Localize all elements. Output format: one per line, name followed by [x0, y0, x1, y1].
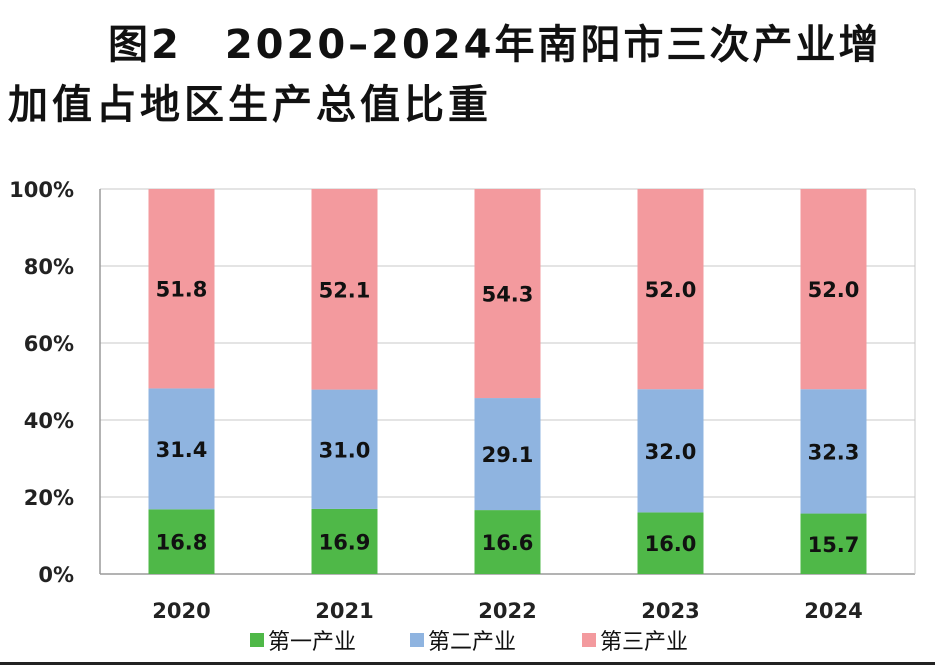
- bar-segment: [311, 508, 378, 574]
- x-tick-label: 2023: [641, 599, 699, 623]
- legend-label: 第三产业: [600, 630, 688, 655]
- bar-segment: [148, 509, 215, 574]
- data-label: 31.0: [319, 438, 371, 462]
- bar-segment: [637, 389, 704, 513]
- y-tick-label: 100%: [9, 178, 74, 202]
- y-tick-label: 0%: [38, 563, 74, 587]
- data-label: 15.7: [808, 533, 860, 557]
- bar-segment: [800, 389, 867, 514]
- bar-segment: [474, 510, 541, 574]
- bar-segment: [148, 388, 215, 510]
- data-label: 52.1: [319, 278, 371, 302]
- bar-segment: [148, 189, 215, 389]
- bar-segment: [311, 189, 378, 390]
- data-label: 29.1: [482, 443, 534, 467]
- data-label: 32.0: [645, 440, 697, 464]
- stacked-bar-chart: 0% 20% 40% 60% 80% 100% 16.8 31.4 51.8 2020 16.9 31…: [9, 178, 916, 655]
- legend-label: 第一产业: [268, 630, 356, 655]
- bar-segment: [311, 389, 378, 509]
- data-label: 51.8: [156, 278, 208, 302]
- chart-title-line-2: 加值占地区生产总值比重: [8, 82, 492, 128]
- data-label: 16.9: [319, 530, 371, 554]
- y-tick-label: 80%: [24, 255, 74, 279]
- chart-title-line-1: 图2 2020–2024年南阳市三次产业增: [108, 22, 882, 68]
- data-label: 54.3: [482, 283, 534, 307]
- data-label: 16.6: [482, 531, 534, 555]
- data-label: 16.8: [156, 531, 208, 555]
- legend-swatch: [582, 633, 596, 647]
- data-label: 16.0: [645, 532, 697, 556]
- bar-segment: [474, 398, 541, 511]
- x-tick-label: 2024: [804, 599, 862, 623]
- bar-segment: [474, 189, 541, 399]
- data-label: 31.4: [156, 438, 208, 462]
- bar-segment: [637, 512, 704, 574]
- x-tick-label: 2020: [152, 599, 210, 623]
- data-label: 32.3: [808, 440, 860, 464]
- x-tick-label: 2021: [315, 599, 373, 623]
- legend-swatch: [410, 633, 424, 647]
- y-tick-label: 20%: [24, 486, 74, 510]
- bar-segment: [800, 189, 867, 390]
- bar-segment: [800, 513, 867, 574]
- x-tick-label: 2022: [478, 599, 536, 623]
- data-label: 52.0: [808, 278, 860, 302]
- y-tick-label: 40%: [24, 409, 74, 433]
- legend-label: 第二产业: [428, 630, 516, 655]
- bar-segment: [637, 189, 704, 390]
- data-label: 52.0: [645, 278, 697, 302]
- bottom-divider: [0, 662, 935, 665]
- y-tick-label: 60%: [24, 332, 74, 356]
- legend-swatch: [250, 633, 264, 647]
